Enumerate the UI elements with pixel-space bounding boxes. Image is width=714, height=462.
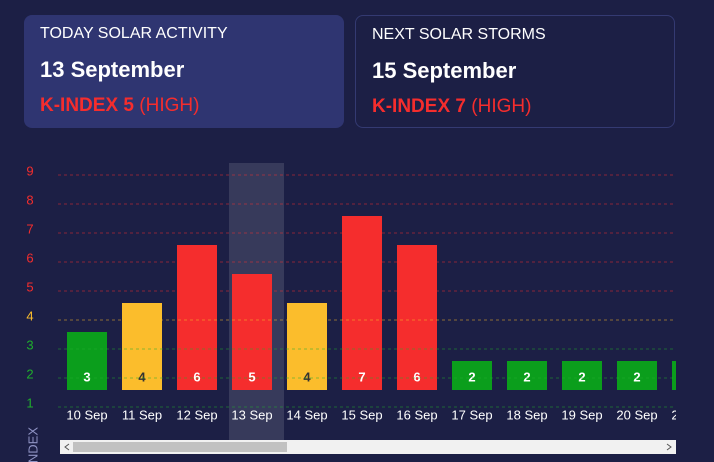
k-label: K-INDEX — [40, 95, 119, 116]
scroll-thumb[interactable] — [73, 442, 287, 452]
bar-value-label: 4 — [303, 369, 311, 384]
k-level: (HIGH) — [139, 95, 200, 116]
bar — [507, 361, 547, 390]
x-tick-label: 15 Sep — [341, 407, 382, 422]
x-tick-label: 19 Sep — [561, 407, 602, 422]
x-tick-label: 20 Sep — [616, 407, 657, 422]
x-tick-label: 21 Sep — [671, 407, 712, 422]
x-tick-label: 18 Sep — [506, 407, 547, 422]
bar-value-label: 4 — [138, 369, 146, 384]
y-axis-title: K-INDEX — [25, 427, 40, 462]
today-card: TODAY SOLAR ACTIVITY 13 September K-INDE… — [24, 15, 344, 128]
bar-value-label: 3 — [83, 369, 90, 384]
card-date: 13 September — [40, 57, 185, 82]
bar-value-label: 2 — [578, 369, 585, 384]
bar — [617, 361, 657, 390]
scroll-left[interactable] — [64, 443, 70, 451]
bar — [672, 361, 676, 390]
k-label: K-INDEX — [372, 96, 451, 117]
bar-value-label: 2 — [523, 369, 530, 384]
bar-value-label: 2 — [688, 369, 695, 384]
bar — [452, 361, 492, 390]
bar-value-label: 7 — [358, 369, 365, 384]
bar-value-label: 6 — [413, 369, 420, 384]
bar — [122, 303, 162, 390]
y-tick-label: 8 — [26, 192, 33, 207]
card-kindex: K-INDEX 5 (HIGH) — [40, 95, 328, 117]
x-tick-label: 17 Sep — [451, 407, 492, 422]
k-level: (HIGH) — [471, 96, 532, 117]
y-tick-label: 4 — [26, 308, 33, 323]
k-value: 7 — [455, 96, 466, 117]
card-heading: TODAY SOLAR ACTIVITY — [40, 25, 228, 42]
y-tick-label: 6 — [26, 250, 33, 265]
scroll-right[interactable] — [666, 443, 672, 451]
x-tick-label: 11 Sep — [122, 407, 162, 422]
bar-value-label: 2 — [468, 369, 475, 384]
x-tick-label: 14 Sep — [286, 407, 327, 422]
y-tick-label: 9 — [26, 163, 33, 178]
bar-value-label: 6 — [193, 369, 200, 384]
y-tick-label: 1 — [26, 395, 33, 410]
bar — [342, 216, 382, 390]
y-tick-label: 2 — [26, 366, 33, 381]
bar-value-label: 5 — [248, 369, 255, 384]
bar — [177, 245, 217, 390]
k-value: 5 — [123, 95, 134, 116]
x-tick-label: 10 Sep — [66, 407, 107, 422]
bar — [562, 361, 602, 390]
next-card: NEXT SOLAR STORMS 15 September K-INDEX 7… — [355, 15, 675, 128]
x-tick-label: 12 Sep — [176, 407, 217, 422]
bar — [397, 245, 437, 390]
y-tick-label: 5 — [26, 279, 33, 294]
bar — [232, 274, 272, 390]
bar — [287, 303, 327, 390]
plot-area: 10 Sep 3 11 Sep 4 12 Sep 6 13 Sep 5 14 Sep 4 15 Se… — [66, 163, 712, 440]
card-heading: NEXT SOLAR STORMS — [372, 26, 546, 43]
bar — [67, 332, 107, 390]
bar-value-label: 2 — [633, 369, 640, 384]
x-tick-label: 16 Sep — [396, 407, 437, 422]
card-kindex: K-INDEX 7 (HIGH) — [372, 96, 658, 118]
y-tick-label: 3 — [26, 337, 33, 352]
y-tick-label: 7 — [26, 221, 33, 236]
card-date: 15 September — [372, 58, 517, 83]
x-tick-label: 13 Sep — [231, 407, 272, 422]
